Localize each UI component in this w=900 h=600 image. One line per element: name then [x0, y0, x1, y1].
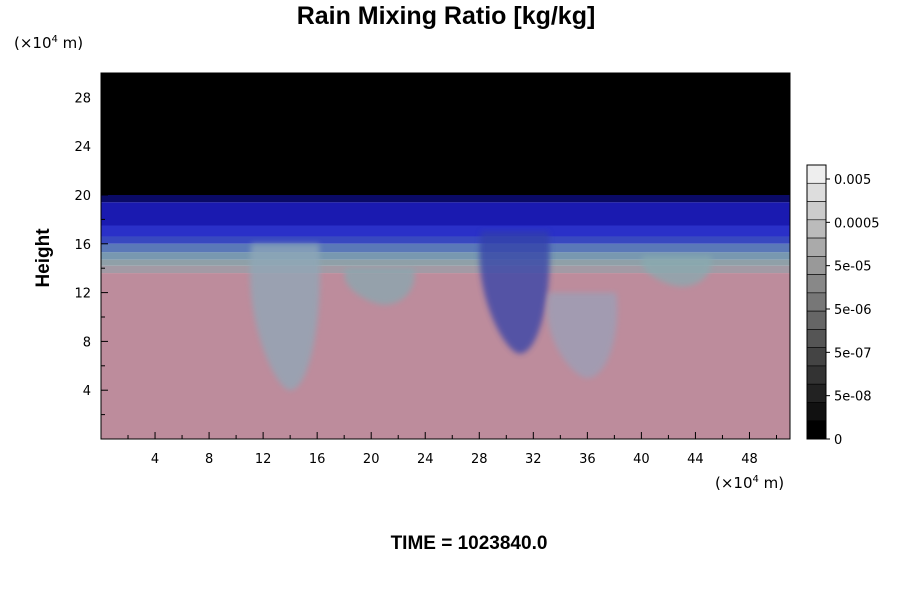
colorbar-label-2: 5e-05 — [834, 260, 872, 275]
x-tick-label-24: 24 — [417, 452, 434, 467]
colorbar-swatch-0 — [806, 420, 827, 440]
x-tick-label-44: 44 — [687, 452, 704, 467]
plume-0 — [249, 243, 321, 391]
colorbar-label-0: 0.005 — [834, 173, 871, 188]
colorbar-swatch-8 — [806, 274, 827, 294]
field-layer-9 — [101, 273, 790, 439]
colorbar-label-1: 0.0005 — [834, 216, 880, 231]
plot-frame — [100, 72, 791, 440]
colorbar-swatch-10 — [806, 237, 827, 257]
x-tick-label-28: 28 — [471, 452, 488, 467]
y-axis-label: Height — [33, 228, 54, 288]
field-layer-4 — [101, 236, 790, 244]
x-tick-label-4: 4 — [151, 452, 159, 467]
field-layer-5 — [101, 243, 790, 253]
y-tick-label-12: 12 — [74, 287, 91, 302]
y-tick-label-24: 24 — [74, 140, 91, 155]
plume-4 — [641, 256, 712, 287]
field-layer-2 — [101, 202, 790, 226]
plume-2 — [547, 292, 618, 378]
colorbar-swatch-9 — [806, 256, 827, 275]
x-tick-label-12: 12 — [255, 452, 272, 467]
colorbar-swatch-13 — [806, 182, 827, 202]
y-tick-label-16: 16 — [74, 238, 91, 253]
x-tick-label-8: 8 — [205, 452, 213, 467]
field-layer-8 — [101, 265, 790, 274]
colorbar-label-4: 5e-07 — [834, 346, 872, 361]
plume-3 — [344, 268, 415, 305]
colorbar-swatch-3 — [806, 365, 827, 385]
time-label: TIME = 1023840.0 — [391, 533, 548, 554]
y-tick-label-8: 8 — [83, 335, 91, 350]
chart-title: Rain Mixing Ratio [kg/kg] — [297, 2, 596, 30]
colorbar: 0.005 0.0005 5e-05 5e-06 5e-07 5e-08 0 — [806, 164, 880, 448]
y-tick-label-4: 4 — [83, 384, 91, 399]
colorbar-swatch-1 — [806, 402, 827, 422]
x-tick-label-48: 48 — [741, 452, 758, 467]
colorbar-swatch-5 — [806, 329, 827, 348]
colorbar-swatch-4 — [806, 347, 827, 367]
colorbar-label-5: 5e-08 — [834, 390, 872, 405]
field-layer-1 — [101, 195, 790, 203]
x-tick-label-40: 40 — [633, 452, 650, 467]
colorbar-label-6: 0 — [834, 433, 842, 448]
colorbar-swatch-7 — [806, 292, 827, 312]
field-layer-0 — [101, 73, 790, 195]
field-layer-6 — [101, 252, 790, 260]
plume-1 — [479, 231, 550, 354]
field-layer-7 — [101, 259, 790, 266]
y-tick-label-20: 20 — [74, 189, 91, 204]
colorbar-swatch-14 — [806, 164, 827, 184]
colorbar-label-3: 5e-06 — [834, 303, 872, 318]
y-unit-label: (×104 m) — [14, 34, 83, 52]
x-tick-label-16: 16 — [309, 452, 326, 467]
colorbar-frame — [806, 164, 827, 440]
x-unit-label: (×104 m) — [715, 474, 784, 492]
colorbar-swatch-2 — [806, 383, 827, 403]
field-layer-3 — [101, 225, 790, 237]
colorbar-swatch-6 — [806, 310, 827, 330]
x-tick-label-32: 32 — [525, 452, 542, 467]
x-tick-label-36: 36 — [579, 452, 596, 467]
colorbar-swatch-12 — [806, 201, 827, 221]
colorbar-swatch-11 — [806, 219, 827, 239]
x-tick-label-20: 20 — [363, 452, 380, 467]
y-tick-label-28: 28 — [74, 91, 91, 106]
